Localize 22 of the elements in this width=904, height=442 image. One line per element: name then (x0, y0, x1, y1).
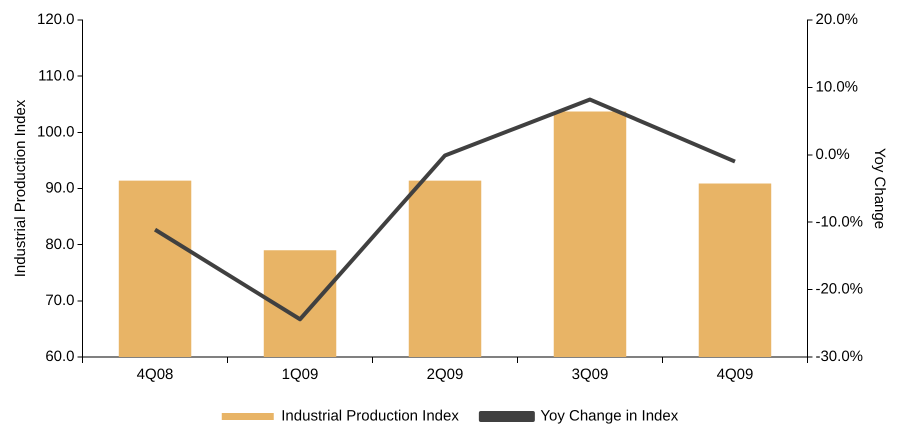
x-tick-label: 4Q08 (136, 366, 174, 384)
y-tick-label: 60.0 (45, 348, 75, 366)
y-axis-title: Industrial Production Index (12, 99, 30, 278)
x-tick-label: 2Q09 (426, 366, 464, 384)
y2-tick-label: 10.0% (815, 78, 858, 96)
y-tick-label: 100.0 (36, 123, 75, 140)
y-tick-label: 70.0 (45, 292, 75, 309)
y2-axis-title: Yoy Change (870, 148, 888, 230)
y2-tick-label: -30.0% (815, 348, 864, 366)
x-tick-label: 1Q09 (282, 366, 318, 384)
y2-tick-label: -20.0% (815, 280, 864, 298)
y-tick-label: 90.0 (45, 180, 75, 197)
legend-label: Industrial Production Index (281, 408, 460, 425)
legend-label: Yoy Change in Index (540, 408, 679, 425)
y2-tick-label: 0.0% (815, 146, 850, 163)
y2-tick-label: 20.0% (815, 11, 858, 28)
y-tick-label: 110.0 (38, 67, 75, 84)
y2-tick-label: -10.0% (815, 213, 864, 230)
y-tick-label: 80.0 (45, 236, 75, 253)
y-tick-label: 120.0 (36, 11, 75, 28)
x-tick-label: 3Q09 (572, 366, 608, 384)
x-tick-label: 4Q09 (716, 366, 754, 384)
